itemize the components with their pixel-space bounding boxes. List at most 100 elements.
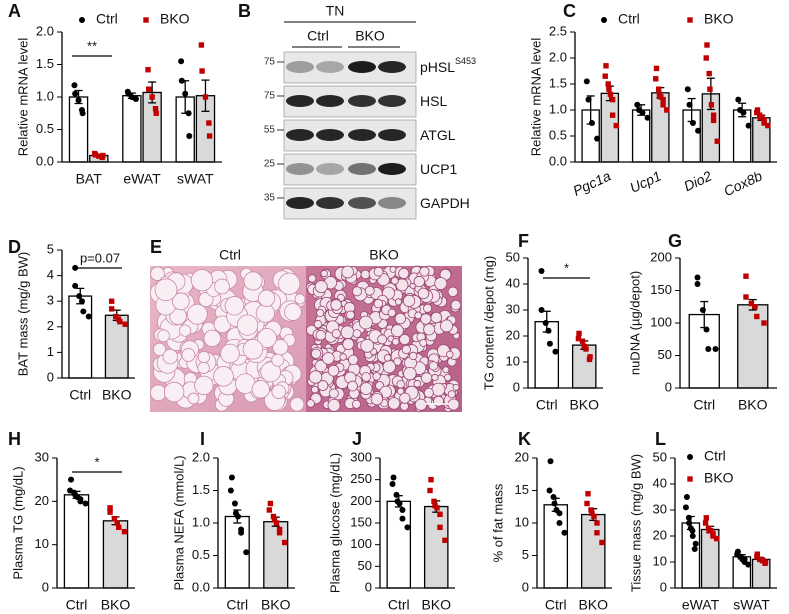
data-point xyxy=(609,96,616,103)
y-axis-label: nuDNA (µg/depot) xyxy=(627,271,642,375)
y-axis-label: Plasma glucose (mg/dL) xyxy=(327,453,342,593)
data-point xyxy=(146,86,152,92)
data-point xyxy=(653,76,659,82)
data-point xyxy=(762,560,768,566)
data-point xyxy=(634,101,641,108)
adipocyte xyxy=(316,308,325,317)
data-point xyxy=(660,96,666,103)
data-point xyxy=(96,153,102,159)
y-tick-label: 250 xyxy=(350,471,372,486)
data-point xyxy=(685,514,692,521)
adipocyte xyxy=(364,285,375,296)
data-point xyxy=(389,481,396,487)
y-tick-label: 2.5 xyxy=(549,23,567,38)
data-point xyxy=(390,474,397,481)
bar xyxy=(386,500,412,589)
data-point xyxy=(231,500,238,507)
legend-marker xyxy=(687,17,693,23)
data-point xyxy=(761,120,767,126)
y-tick-label: 1.0 xyxy=(549,101,567,116)
data-point xyxy=(752,304,758,310)
adipocyte xyxy=(342,338,355,351)
mw-marker: 55 xyxy=(264,125,276,136)
adipocyte xyxy=(314,359,328,373)
data-point xyxy=(588,507,594,513)
data-point xyxy=(178,77,185,84)
adipocyte xyxy=(190,269,214,292)
image-label: Ctrl xyxy=(219,247,241,263)
y-tick-label: 50 xyxy=(658,347,672,362)
legend-label: Ctrl xyxy=(618,11,640,27)
y-tick-label: 1.0 xyxy=(36,88,54,103)
data-point xyxy=(427,487,433,494)
adipocyte xyxy=(447,286,459,297)
adipocyte xyxy=(339,353,347,361)
x-tick-label: sWAT xyxy=(177,171,214,187)
adipocyte xyxy=(331,329,341,339)
adipocyte xyxy=(346,310,355,320)
y-tick-label: 10 xyxy=(35,536,49,551)
data-point xyxy=(704,42,710,48)
adipocyte xyxy=(352,329,362,339)
band xyxy=(286,129,314,141)
band-label: ATGL xyxy=(420,127,456,143)
mw-marker: 25 xyxy=(264,159,276,170)
adipocyte xyxy=(315,329,327,341)
x-tick-label: BKO xyxy=(101,597,131,613)
adipocyte xyxy=(197,350,211,364)
data-point xyxy=(588,120,595,126)
bar xyxy=(737,304,769,389)
band-label: pHSLS453 xyxy=(420,56,476,74)
panel-letter: F xyxy=(518,231,529,251)
data-point xyxy=(71,82,78,89)
data-point xyxy=(116,524,122,531)
adipocyte xyxy=(396,380,405,389)
adipocyte xyxy=(373,266,384,277)
data-point xyxy=(703,326,710,333)
y-tick-label: 0.0 xyxy=(36,153,54,168)
data-point xyxy=(585,96,592,103)
y-tick-label: 2 xyxy=(47,318,54,333)
data-point xyxy=(556,510,563,517)
data-point xyxy=(683,494,690,500)
x-tick-label: Ctrl xyxy=(388,597,410,613)
adipocyte xyxy=(370,392,384,406)
adipocyte xyxy=(401,344,411,355)
blot-title: TN xyxy=(326,3,345,19)
adipocyte xyxy=(419,338,428,347)
legend-marker xyxy=(79,17,85,23)
data-point xyxy=(235,513,242,520)
data-point xyxy=(692,540,699,547)
data-point xyxy=(606,86,612,92)
data-point xyxy=(206,133,213,139)
data-point xyxy=(735,96,742,103)
adipocyte xyxy=(387,397,401,410)
band-name: pHSL xyxy=(420,59,455,75)
band xyxy=(316,197,344,209)
data-point xyxy=(740,109,747,116)
adipocyte xyxy=(423,303,433,313)
panel-letter: J xyxy=(352,429,362,449)
panel-letter: E xyxy=(150,237,162,257)
data-point xyxy=(689,120,696,126)
x-tick-label: Ctrl xyxy=(545,597,567,613)
x-tick-label: BKO xyxy=(102,387,132,403)
y-tick-label: 0.5 xyxy=(192,547,210,562)
adipocyte xyxy=(330,299,342,311)
legend-marker xyxy=(687,476,693,482)
data-point xyxy=(542,320,549,326)
adipocyte xyxy=(172,292,190,311)
adipocyte xyxy=(251,380,270,399)
data-point xyxy=(153,110,159,116)
data-point xyxy=(100,152,106,159)
data-point xyxy=(437,511,443,518)
y-tick-label: 20 xyxy=(653,527,667,542)
data-point xyxy=(713,535,720,542)
data-point xyxy=(75,97,82,104)
data-point xyxy=(603,63,609,69)
adipocyte xyxy=(399,392,411,404)
data-point xyxy=(699,307,706,313)
band xyxy=(316,95,344,107)
data-point xyxy=(712,346,719,352)
data-point xyxy=(270,513,277,520)
